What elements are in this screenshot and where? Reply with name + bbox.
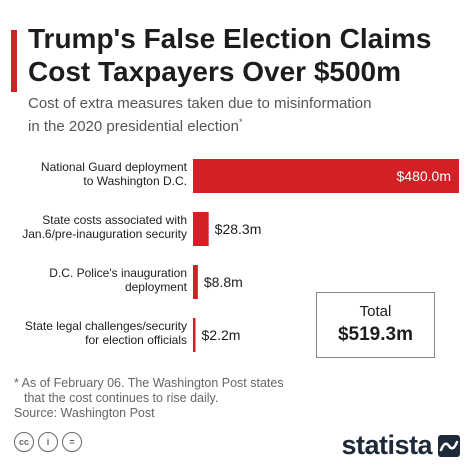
bar	[193, 265, 198, 299]
attribution-glyph: i	[46, 437, 50, 447]
brand-name: statista	[341, 430, 432, 460]
category-label: National Guard deployment to Washington D…	[41, 160, 188, 188]
value-label: $28.3m	[215, 221, 262, 237]
category-label-line: National Guard deployment	[41, 160, 188, 174]
cc-glyph: cc	[18, 437, 29, 447]
category-label-line: State costs associated with	[42, 213, 187, 227]
bar	[193, 318, 196, 352]
bar-chart: National Guard deployment to Washington D…	[22, 159, 459, 352]
title-accent-bar	[11, 30, 17, 92]
cc-icon[interactable]: cc	[14, 432, 34, 452]
subtitle-text: in the 2020 presidential election	[28, 118, 239, 135]
category-label: State costs associated with Jan.6/pre-ina…	[22, 213, 187, 241]
category-label-line: deployment	[125, 280, 188, 294]
attribution-icon[interactable]: i	[38, 432, 58, 452]
license-icons: cc i =	[14, 432, 82, 452]
category-label: State legal challenges/security for elect…	[25, 319, 187, 347]
chart-title: Trump's False Election Claims Cost Taxpa…	[28, 22, 468, 88]
total-value: $519.3m	[337, 324, 413, 345]
category-label: D.C. Police's inauguration deployment	[49, 266, 187, 294]
category-label-line: Jan.6/pre-inauguration security	[22, 227, 187, 241]
statista-wave-icon	[438, 434, 460, 457]
title-line: Cost Taxpayers Over $500m	[28, 56, 402, 87]
total-label: Total	[359, 303, 392, 320]
value-label: $480.0m	[397, 168, 451, 184]
no-derivatives-icon[interactable]: =	[62, 432, 82, 452]
category-label-line: State legal challenges/security	[25, 319, 187, 333]
footnote-line: that the cost continues to rise daily.	[24, 391, 219, 405]
subtitle-line: Cost of extra measures taken due to misi…	[28, 95, 372, 112]
title-line: Trump's False Election Claims	[28, 23, 432, 54]
no-derivatives-glyph: =	[69, 437, 75, 447]
category-label-line: to Washington D.C.	[83, 174, 187, 188]
value-label: $8.8m	[204, 274, 243, 290]
total-box: Total $519.3m	[316, 292, 435, 358]
bar	[193, 212, 209, 246]
subtitle-footnote-marker: *	[238, 117, 243, 127]
statista-logo[interactable]: statista	[341, 430, 460, 461]
source-note: Source: Washington Post	[14, 406, 155, 420]
chart-subtitle: Cost of extra measures taken due to misi…	[28, 94, 468, 136]
category-label-line: for election officials	[85, 333, 187, 347]
bar	[193, 159, 459, 193]
footnote-line: * As of February 06. The Washington Post…	[14, 376, 284, 390]
subtitle-line: in the 2020 presidential election*	[28, 113, 468, 136]
footnote: * As of February 06. The Washington Post…	[14, 376, 284, 406]
category-label-line: D.C. Police's inauguration	[49, 266, 187, 280]
value-label: $2.2m	[202, 327, 241, 343]
